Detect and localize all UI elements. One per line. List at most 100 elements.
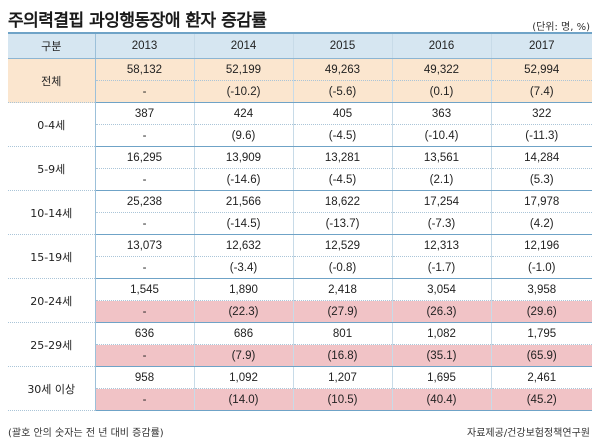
cell-count: 958 (95, 366, 195, 389)
cell-count: 12,313 (392, 234, 492, 257)
cell-change: (2.1) (392, 168, 492, 191)
cell-count: 387 (95, 102, 195, 125)
row-label: 전체 (8, 58, 96, 103)
cell-change: - (95, 344, 195, 367)
cell-change: (-10.4) (392, 124, 492, 147)
cell-change: (35.1) (392, 344, 492, 367)
cell-count: 16,295 (95, 146, 195, 169)
row-label: 30세 이상 (8, 366, 96, 411)
cell-change: (-14.6) (194, 168, 294, 191)
cell-count: 686 (194, 322, 294, 345)
cell-change: (-1.7) (392, 256, 492, 279)
cell-count: 17,254 (392, 190, 492, 213)
cell-count: 1,695 (392, 366, 492, 389)
table-row-count: 25-29세 636 686 801 1,082 1,795 (8, 322, 592, 367)
table-row-change: - (-3.4) (-0.8) (-1.7) (-1.0) (8, 256, 592, 279)
header-row: 구분 2013 2014 2015 2016 2017 (8, 32, 592, 59)
cell-count: 18,622 (293, 190, 393, 213)
table-row-count: 30세 이상 958 1,092 1,207 1,695 2,461 (8, 366, 592, 411)
cell-count: 12,196 (491, 234, 592, 257)
cell-change: (-14.5) (194, 212, 294, 235)
cell-change: (16.8) (293, 344, 393, 367)
cell-change: (9.6) (194, 124, 294, 147)
cell-change: (14.0) (194, 388, 294, 411)
cell-count: 52,199 (194, 58, 294, 81)
cell-change: (4.2) (491, 212, 592, 235)
cell-change: (65.9) (491, 344, 592, 367)
row-label: 0-4세 (8, 102, 96, 147)
cell-change: (22.3) (194, 300, 294, 323)
table-row-change-highlight: - (7.9) (16.8) (35.1) (65.9) (8, 344, 592, 367)
header-year-2017: 2017 (491, 32, 592, 59)
table-row-count: 전체 58,132 52,199 49,263 49,322 52,994 (8, 58, 592, 103)
row-label: 10-14세 (8, 190, 96, 235)
cell-count: 25,238 (95, 190, 195, 213)
cell-change: (-10.2) (194, 80, 294, 103)
cell-count: 2,461 (491, 366, 592, 389)
cell-count: 1,545 (95, 278, 195, 301)
row-label: 5-9세 (8, 146, 96, 191)
cell-change: - (95, 300, 195, 323)
cell-count: 2,418 (293, 278, 393, 301)
cell-count: 1,207 (293, 366, 393, 389)
cell-count: 636 (95, 322, 195, 345)
table-row-count: 0-4세 387 424 405 363 322 (8, 102, 592, 147)
table-row-count: 20-24세 1,545 1,890 2,418 3,054 3,958 (8, 278, 592, 323)
cell-count: 49,263 (293, 58, 393, 81)
cell-count: 424 (194, 102, 294, 125)
cell-count: 13,561 (392, 146, 492, 169)
cell-change: (-11.3) (491, 124, 592, 147)
table-row-change: - (-14.5) (-13.7) (-7.3) (4.2) (8, 212, 592, 235)
cell-change: (-1.0) (491, 256, 592, 279)
cell-count: 49,322 (392, 58, 492, 81)
header-year-2013: 2013 (95, 32, 195, 59)
cell-change: - (95, 212, 195, 235)
cell-change: (45.2) (491, 388, 592, 411)
cell-count: 3,054 (392, 278, 492, 301)
header-label: 구분 (8, 32, 96, 59)
cell-count: 801 (293, 322, 393, 345)
cell-count: 3,958 (491, 278, 592, 301)
cell-change: (-3.4) (194, 256, 294, 279)
unit-note: (단위: 명, %) (532, 22, 590, 33)
header-year-2016: 2016 (392, 32, 492, 59)
table-row-change: - (9.6) (-4.5) (-10.4) (-11.3) (8, 124, 592, 147)
cell-count: 12,529 (293, 234, 393, 257)
cell-change: (-5.6) (293, 80, 393, 103)
cell-change: (5.3) (491, 168, 592, 191)
table-row-change: - (-14.6) (-4.5) (2.1) (5.3) (8, 168, 592, 191)
cell-change: (-13.7) (293, 212, 393, 235)
source-credit: 자료제공/건강보험정책연구원 (467, 428, 590, 439)
cell-count: 17,978 (491, 190, 592, 213)
cell-count: 1,795 (491, 322, 592, 345)
cell-change: (27.9) (293, 300, 393, 323)
cell-count: 1,092 (194, 366, 294, 389)
cell-change: (10.5) (293, 388, 393, 411)
table-row-count: 15-19세 13,073 12,632 12,529 12,313 12,19… (8, 234, 592, 279)
cell-change: (29.6) (491, 300, 592, 323)
table-row-change: - (-10.2) (-5.6) (0.1) (7.4) (8, 80, 592, 103)
cell-change: (-4.5) (293, 168, 393, 191)
cell-count: 13,281 (293, 146, 393, 169)
row-label: 20-24세 (8, 278, 96, 323)
cell-count: 13,073 (95, 234, 195, 257)
cell-count: 14,284 (491, 146, 592, 169)
table-row-count: 10-14세 25,238 21,566 18,622 17,254 17,97… (8, 190, 592, 235)
data-table: 구분 2013 2014 2015 2016 2017 전체 58,132 52… (8, 32, 592, 411)
cell-count: 1,082 (392, 322, 492, 345)
cell-change: (-0.8) (293, 256, 393, 279)
cell-change: - (95, 80, 195, 103)
cell-change: - (95, 388, 195, 411)
cell-change: - (95, 124, 195, 147)
cell-count: 13,909 (194, 146, 294, 169)
cell-change: - (95, 168, 195, 191)
cell-change: (0.1) (392, 80, 492, 103)
header-year-2014: 2014 (194, 32, 294, 59)
table-row-change-highlight: - (14.0) (10.5) (40.4) (45.2) (8, 388, 592, 411)
row-label: 25-29세 (8, 322, 96, 367)
cell-change: (26.3) (392, 300, 492, 323)
cell-count: 12,632 (194, 234, 294, 257)
cell-count: 1,890 (194, 278, 294, 301)
footnote: (괄호 안의 숫자는 전 년 대비 증감률) (8, 428, 164, 439)
table-row-count: 5-9세 16,295 13,909 13,281 13,561 14,284 (8, 146, 592, 191)
